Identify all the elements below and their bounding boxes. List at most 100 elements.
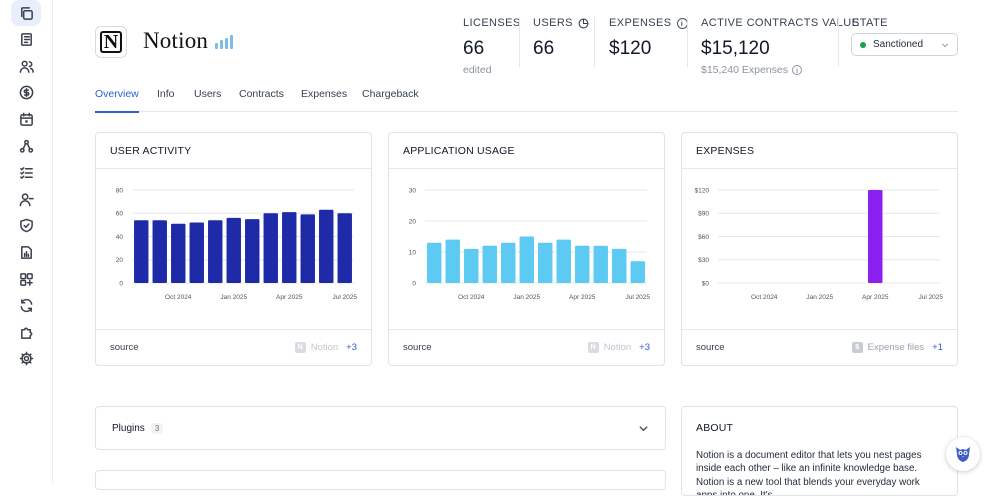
tab-info[interactable]: Info (157, 88, 175, 100)
y-tick-label: $120 (695, 187, 710, 194)
x-tick-label: Jan 2025 (220, 294, 247, 301)
chart-bar[interactable] (556, 239, 571, 283)
divider (519, 17, 520, 67)
chart-bar[interactable] (464, 248, 479, 283)
state-dropdown[interactable]: Sanctioned (851, 33, 958, 56)
chart-bar[interactable] (189, 222, 204, 283)
nav-item-dollar[interactable] (11, 80, 41, 106)
chart-bar[interactable] (208, 220, 223, 283)
nav-item-checklist[interactable] (11, 160, 41, 186)
x-tick-label: Apr 2025 (569, 294, 596, 301)
about-title: ABOUT (696, 422, 734, 434)
info-icon[interactable]: i (676, 17, 688, 29)
nav-item-copy[interactable] (11, 0, 41, 26)
pie-chart-icon[interactable] (578, 18, 589, 29)
nav-item-apps[interactable] (11, 266, 41, 292)
more-sources-link[interactable]: +3 (346, 342, 357, 353)
about-card: ABOUT Notion is a document editor that l… (681, 406, 958, 496)
chart-bar[interactable] (445, 239, 460, 283)
x-tick-label: Jul 2025 (332, 294, 357, 301)
chart-bar[interactable] (171, 223, 186, 283)
source-label: source (403, 342, 432, 353)
x-tick-label: Oct 2024 (458, 294, 485, 301)
nav-item-shield[interactable] (11, 213, 41, 239)
stat-licenses-value: 66 (463, 38, 485, 59)
y-tick-label: 30 (409, 187, 417, 194)
nav-item-sync[interactable] (11, 293, 41, 319)
x-tick-label: Jul 2025 (625, 294, 650, 301)
expenses-card: EXPENSES $0 $30 $60 $90 $120 Oct 2024 Jan 2025… (681, 132, 958, 366)
about-text: Notion is a document editor that lets yo… (696, 450, 922, 496)
more-sources-link[interactable]: +3 (639, 342, 650, 353)
chart-bar[interactable] (226, 217, 241, 283)
tab-overview[interactable]: Overview (95, 88, 139, 113)
nav-item-integrations[interactable] (11, 133, 41, 159)
users-icon (19, 60, 34, 73)
stat-contracts-sub: $15,240 Expenses (701, 64, 788, 76)
plugins-accordion[interactable]: Plugins 3 (95, 406, 666, 450)
stat-users-label-row: USERS (533, 17, 589, 29)
chart-bar[interactable] (300, 214, 315, 283)
report-icon (20, 246, 32, 259)
chart-bar[interactable] (593, 245, 608, 283)
source-info: $ Expense files +1 (851, 342, 943, 353)
info-icon[interactable]: i (791, 65, 802, 75)
y-tick-label: 0 (412, 280, 416, 287)
chart-bar[interactable] (319, 209, 334, 283)
nav-item-calendar[interactable] (11, 106, 41, 132)
source-name: Notion (603, 342, 632, 353)
stat-expenses-value: $120 (609, 38, 652, 59)
notion-source-icon: N (294, 342, 306, 353)
application-usage-card: APPLICATION USAGE 0 10 20 30 Oct 2024 Jan 202… (388, 132, 665, 366)
chart-bar[interactable] (337, 213, 352, 283)
tab-chargeback[interactable]: Chargeback (362, 88, 419, 100)
plugins-title: Plugins (112, 422, 145, 434)
chart-bar[interactable] (538, 242, 553, 283)
card-title: EXPENSES (682, 133, 957, 169)
user-remove-icon (19, 193, 34, 207)
chart-bar[interactable] (245, 219, 260, 283)
status-dot (860, 41, 866, 48)
stat-users-label: USERS (533, 17, 573, 29)
source-name: Expense files (867, 342, 925, 353)
source-name: Notion (310, 342, 339, 353)
nav-item-puzzle[interactable] (11, 319, 41, 345)
tab-contracts[interactable]: Contracts (239, 88, 284, 100)
next-section-card (95, 470, 666, 490)
y-tick-label: $90 (698, 211, 709, 218)
chart-bar[interactable] (630, 261, 645, 283)
chart-bar[interactable] (482, 245, 497, 283)
nav-item-users[interactable] (11, 53, 41, 79)
chevron-down-icon[interactable] (638, 423, 649, 434)
nav-item-user-remove[interactable] (11, 186, 41, 212)
nav-item-ledger[interactable] (11, 27, 41, 53)
chart-bar[interactable] (134, 220, 149, 283)
stat-state: STATE (852, 17, 888, 29)
chart-bar[interactable] (152, 220, 167, 283)
stat-expenses: EXPENSES i $120 (609, 17, 688, 60)
chart-bar[interactable] (427, 242, 442, 283)
chart-bar[interactable] (519, 236, 534, 284)
chart-bar[interactable] (868, 190, 883, 283)
y-tick-label: 0 (119, 280, 123, 287)
chart-bar[interactable] (612, 248, 627, 283)
stat-users-value: 66 (533, 38, 555, 59)
more-sources-link[interactable]: +1 (932, 342, 943, 353)
stat-contracts-label: ACTIVE CONTRACTS VALUE (701, 17, 860, 29)
y-tick-label: $0 (702, 280, 710, 287)
nav-item-settings[interactable] (11, 346, 41, 372)
chart-bar[interactable] (501, 242, 516, 283)
stat-expenses-label-row: EXPENSES i (609, 17, 688, 29)
calendar-icon (19, 112, 33, 126)
x-tick-label: Apr 2025 (276, 294, 303, 301)
chart-bar[interactable] (575, 245, 590, 283)
chart-bar[interactable] (282, 212, 297, 283)
app-logo: N (95, 26, 127, 58)
tab-users[interactable]: Users (194, 88, 222, 100)
stat-expenses-label: EXPENSES (609, 17, 672, 29)
tab-expenses[interactable]: Expenses (301, 88, 348, 100)
chart-bar[interactable] (263, 213, 278, 283)
sync-icon (20, 298, 32, 313)
assistant-icon[interactable] (946, 437, 980, 471)
nav-item-report[interactable] (11, 239, 41, 265)
